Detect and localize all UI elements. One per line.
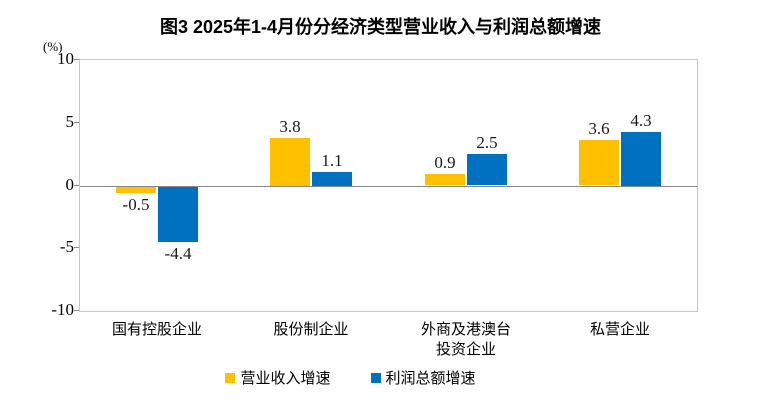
y-tick-mark--10 [74,310,79,311]
y-tick-mark-0 [74,185,79,186]
value-label-revenue-group3: 0.9 [434,153,456,172]
y-tick-mark--5 [74,247,79,248]
x-category-label-3: 外商及港澳台 投资企业 [420,322,511,359]
value-label-profit-group4: 4.3 [630,111,652,130]
y-tick-mark-5 [74,122,79,123]
bar-profit-group1 [158,187,198,242]
value-label-revenue-group4: 3.6 [588,119,610,138]
x-category-label-2: 股份制企业 [273,322,349,338]
y-tick-label--10: -10 [51,300,74,319]
value-label-revenue-group2: 3.8 [279,117,301,136]
legend-label-revenue: 营业收入增速 [240,371,331,387]
zero-axis-line [80,186,697,187]
x-category-label-4: 私营企业 [589,322,650,338]
value-label-revenue-group1: -0.5 [122,195,150,214]
legend-items: 营业收入增速 利润总额增速 [225,367,476,388]
value-label-profit-group1: -4.4 [164,244,192,263]
y-tick-label--5: -5 [59,237,74,256]
bar-revenue-group1 [116,187,156,193]
y-tick-label-10: 10 [57,49,74,68]
legend: 营业收入增速 利润总额增速 [0,367,761,388]
plot-area: -0.5 3.8 0.9 3.6 -4.4 1.1 2.5 4.3 [79,59,698,312]
legend-label-profit: 利润总额增速 [385,371,476,387]
y-tick-mark-10 [74,59,79,60]
y-tick-label-5: 5 [65,112,75,131]
value-label-profit-group2: 1.1 [321,151,343,170]
legend-item-profit: 利润总额增速 [370,367,476,388]
chart-title: 图3 2025年1-4月份分经济类型营业收入与利润总额增速 [159,17,602,37]
legend-item-revenue: 营业收入增速 [225,367,331,388]
legend-swatch-revenue [225,372,236,383]
x-category-label-1: 国有控股企业 [111,322,202,338]
legend-swatch-profit [370,372,381,383]
bar-revenue-group2 [270,138,310,186]
y-axis-unit-label: (%) [43,39,63,54]
bar-profit-group3 [467,154,507,185]
bar-profit-group2 [312,172,352,186]
y-tick-label-0: 0 [65,175,75,194]
value-label-profit-group3: 2.5 [476,133,498,152]
bar-revenue-group4 [579,140,619,185]
bar-revenue-group3 [425,174,465,185]
bar-profit-group4 [621,132,661,186]
